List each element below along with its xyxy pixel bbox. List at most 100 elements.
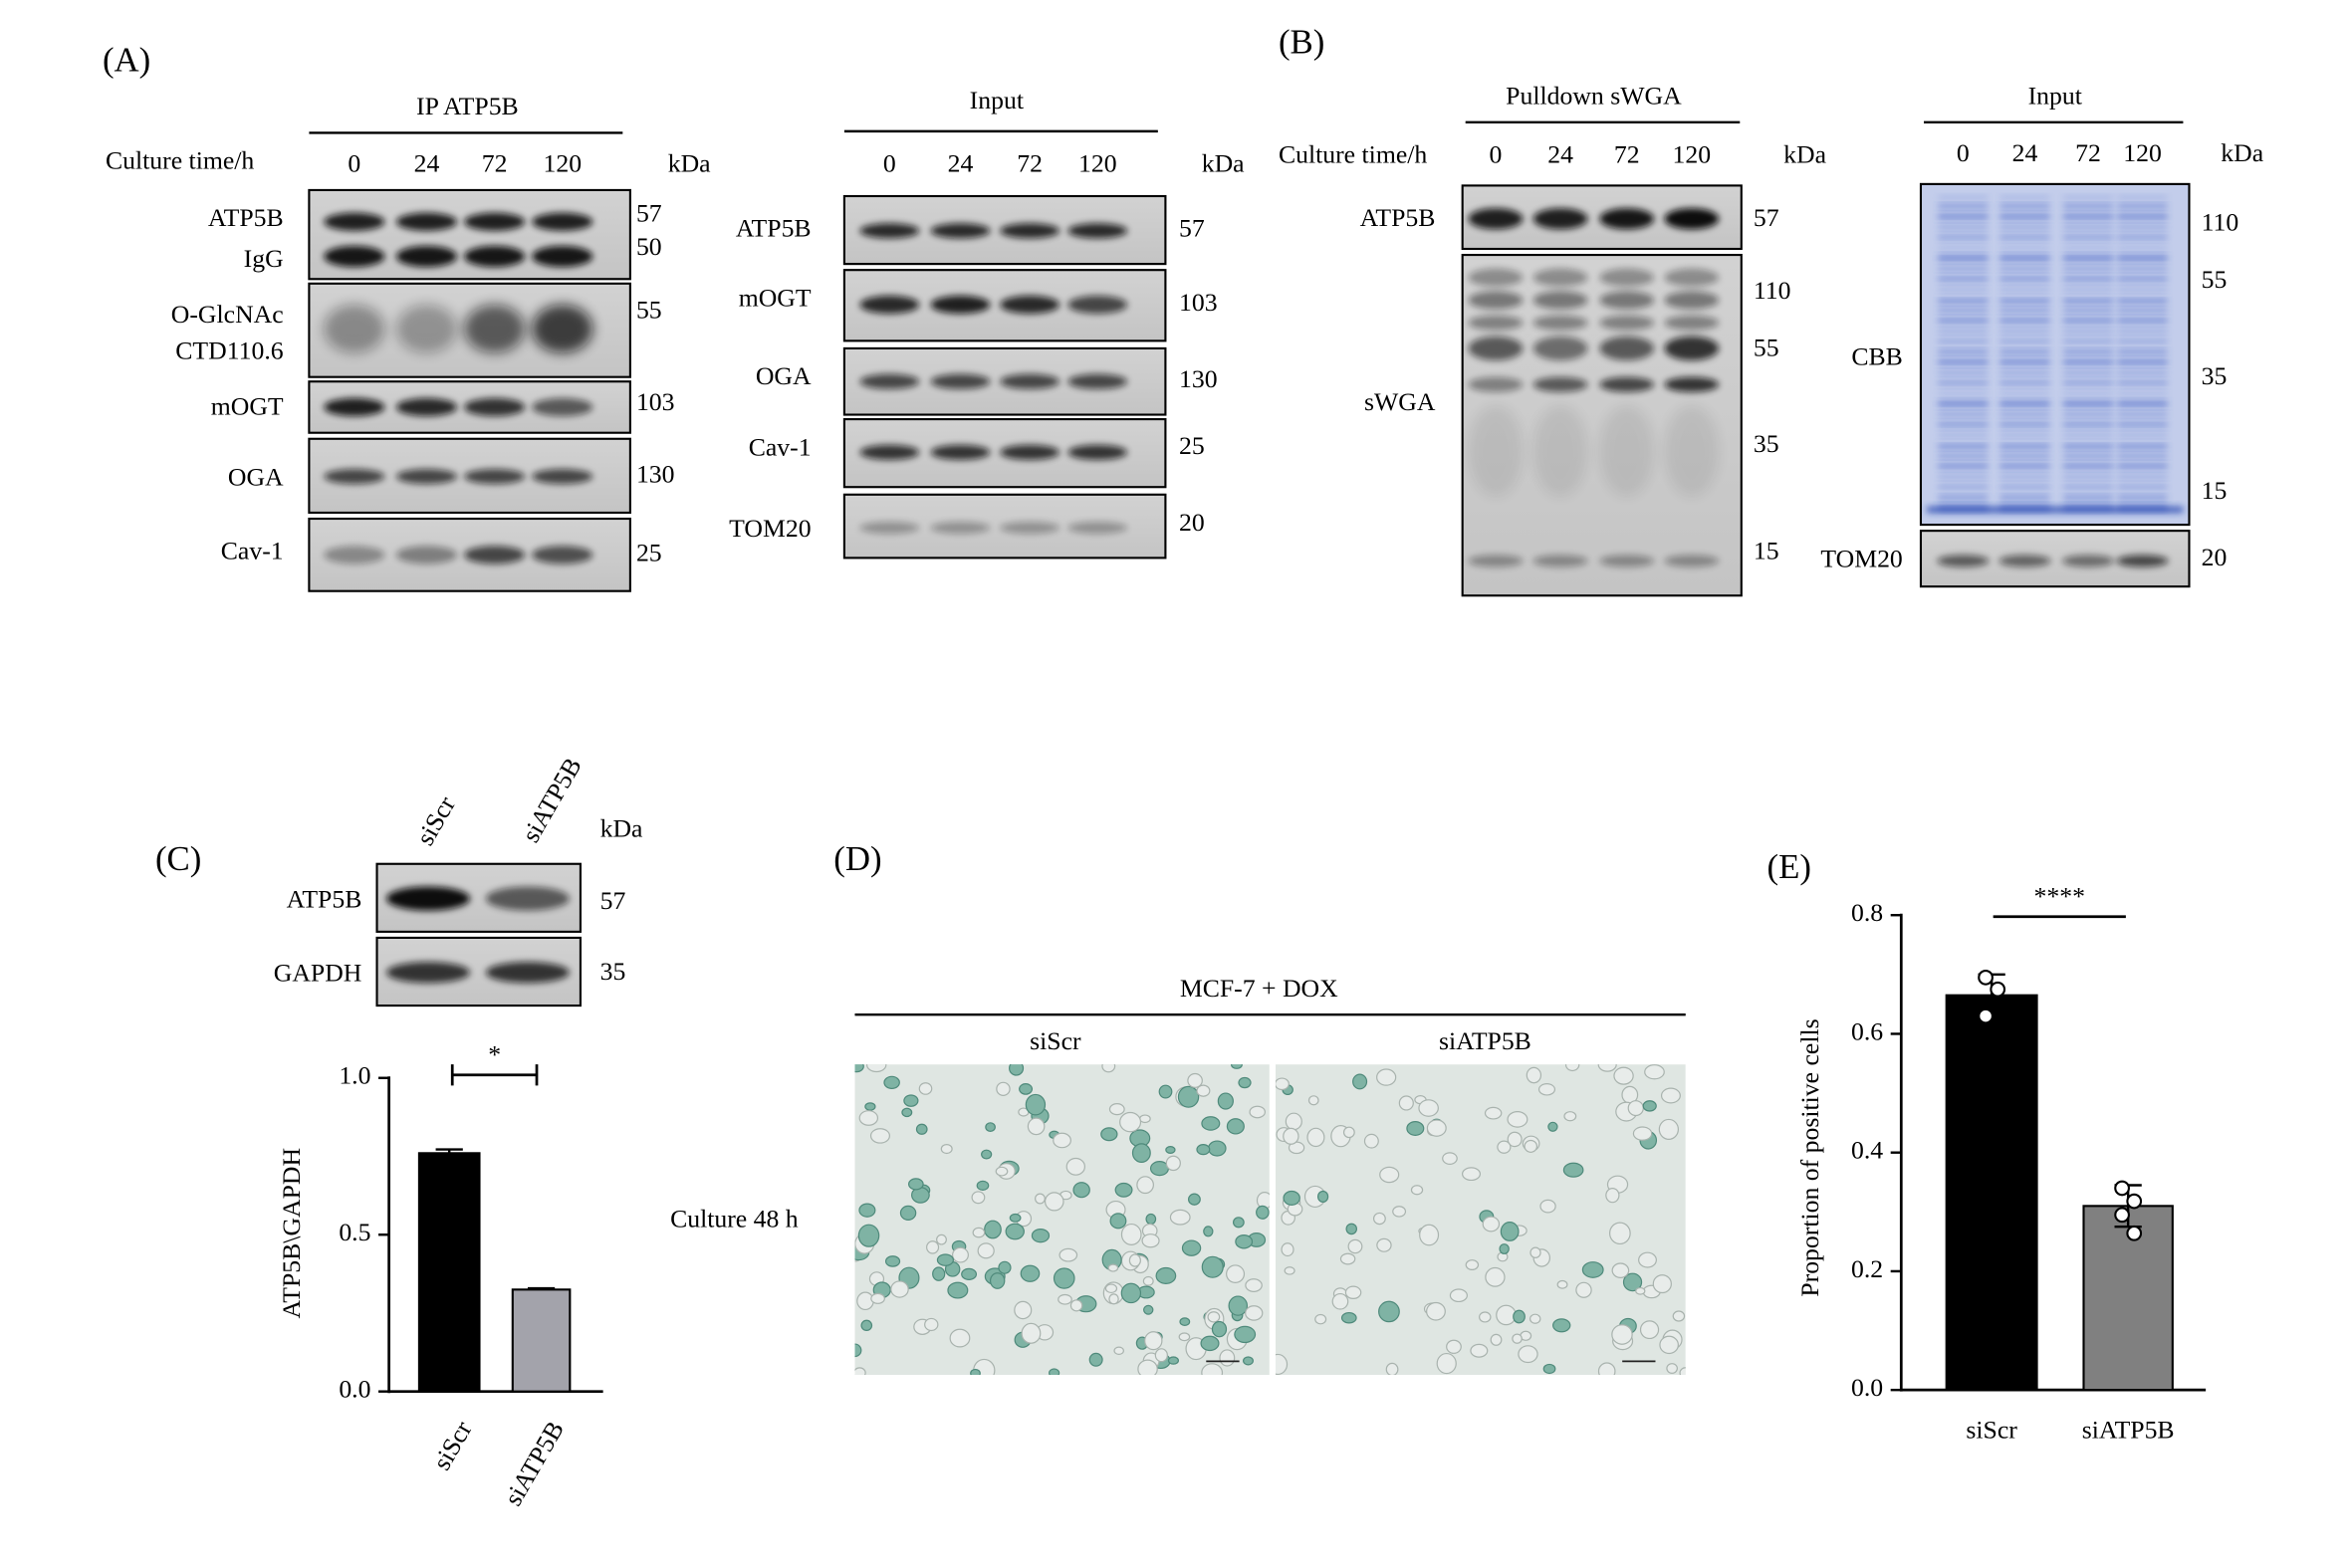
gel-band [2063,337,2113,341]
lane-label: 72 [482,149,508,178]
band [395,305,458,353]
y-tick-label: 0.6 [1851,1016,1883,1045]
cell [1419,1224,1440,1246]
gel-band [1938,204,1989,208]
cell [1347,1238,1363,1254]
gel-band [1938,216,1989,221]
marker-label: 25 [636,538,662,566]
band [532,469,593,485]
blot-label: OGA [756,361,812,390]
gel-band [2117,341,2168,345]
gel-band [2063,383,2113,387]
gel-band [1938,403,1989,408]
gel-band [1999,317,2050,321]
gel-band [1938,412,1989,416]
band [1599,555,1655,567]
panel-label: (E) [1767,847,1811,886]
gel-band [1999,454,2050,458]
cell [1331,1292,1349,1310]
kda-label: kDa [668,149,711,178]
gel-band [1938,246,1989,250]
blot-label: ATP5B [1360,203,1436,232]
cell [1021,1322,1042,1344]
cell [1524,1139,1538,1153]
gel-band [1999,403,2050,408]
gel-band [1938,296,1989,300]
marker-label: 55 [636,295,662,324]
cell [1605,1188,1620,1204]
gel-band [2117,267,2168,271]
cell [1446,1339,1462,1354]
band [930,522,991,535]
gel-band [1999,233,2050,238]
cell [1539,1199,1556,1214]
y-tick-label: 0.0 [339,1375,370,1404]
band [464,469,526,485]
cell [1479,1311,1492,1323]
cell [1500,1222,1520,1241]
gel-band [2063,275,2113,279]
band [1532,555,1588,567]
gel-band [2117,383,2168,387]
cell [1196,1084,1211,1097]
cell [1044,1192,1064,1212]
cell [854,1343,862,1358]
gel-band [1938,267,1989,271]
gel-band [2063,412,2113,416]
cell [1398,1095,1414,1111]
cell [1158,1084,1173,1099]
cell [1113,1346,1124,1355]
gel-band [2063,233,2113,238]
gel-band [2117,317,2168,321]
cell [1564,1064,1580,1072]
gel-band [2063,321,2113,325]
band [1532,376,1588,392]
micrograph [854,1064,1270,1376]
gel-band [1999,204,2050,208]
cell [1556,1279,1568,1289]
gel-band [1999,400,2050,404]
marker-label: 35 [600,957,626,986]
band [1000,444,1060,460]
lane-label: 0 [1957,138,1970,167]
bar [417,1152,481,1393]
cell [1363,1133,1379,1149]
band [464,245,526,268]
band [1664,291,1720,310]
gel-band [1938,454,1989,458]
band [532,245,593,268]
gel-band [2063,400,2113,404]
cell [1187,1072,1203,1088]
dye-front [1927,506,2184,513]
data-point [2126,1193,2143,1210]
gel-band [2117,254,2168,259]
gel-band [2117,379,2168,383]
gel-band [1999,216,2050,221]
gel-band [2063,441,2113,446]
band [1999,555,2051,567]
band [930,373,991,389]
marker-label: 15 [2202,476,2228,505]
gel-band [2117,466,2168,470]
data-point [2114,1207,2130,1224]
band [1664,208,1720,230]
band [324,469,385,485]
cell [1638,1251,1657,1268]
cell [932,1266,946,1281]
band [930,223,991,239]
lane-label: 24 [1547,140,1573,169]
band [1532,291,1588,310]
band [859,522,920,535]
marker-label: 103 [636,387,675,416]
gel-band [2063,504,2113,508]
gel-band [2063,358,2113,362]
band [395,212,458,231]
cell [1418,1099,1439,1117]
cell [1526,1066,1542,1084]
band [1000,295,1060,315]
band [930,295,991,315]
gel-band [2063,267,2113,271]
cell [1344,1285,1362,1300]
band [1067,295,1128,315]
cell [1542,1363,1556,1375]
